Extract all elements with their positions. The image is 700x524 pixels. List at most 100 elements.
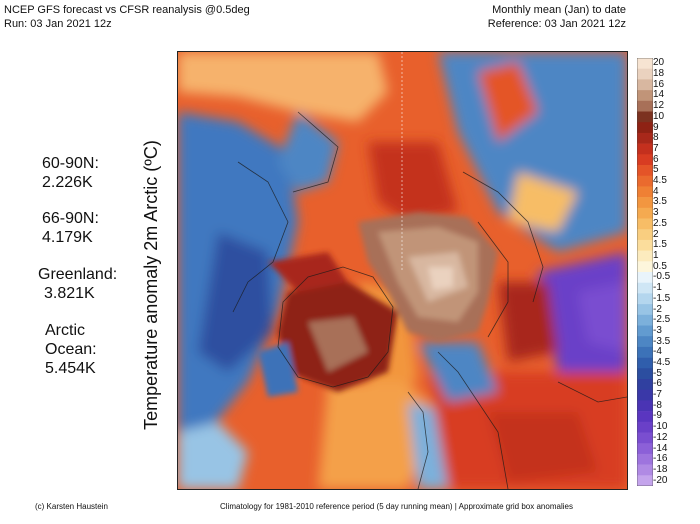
colorbar-swatch: [637, 111, 653, 123]
colorbar-tick-label: -9: [653, 410, 662, 422]
colorbar-swatch: [637, 421, 653, 433]
colorbar-swatch: [637, 411, 653, 423]
colorbar-swatch: [637, 100, 653, 112]
colorbar-tick-label: -2.5: [653, 314, 671, 326]
colorbar-tick-label: 2.5: [653, 217, 667, 229]
reference-label: Reference: 03 Jan 2021 12z: [487, 18, 626, 30]
colorbar-tick-label: 8: [653, 132, 659, 144]
colorbar-swatch: [637, 165, 653, 176]
colorbar-tick-label: -0.5: [653, 271, 671, 283]
colorbar-swatch: [637, 325, 653, 337]
colorbar-tick-label: -5: [653, 367, 662, 379]
colorbar-swatch: [637, 154, 653, 166]
colorbar-swatch: [637, 293, 653, 305]
colorbar-tick-label: -8: [653, 399, 662, 411]
colorbar-swatch: [637, 346, 653, 358]
colorbar-swatch: [637, 432, 653, 444]
colorbar-tick-label: 12: [653, 100, 665, 112]
colorbar-tick-label: -20: [653, 474, 668, 486]
colorbar-tick-label: -6: [653, 378, 662, 390]
colorbar-swatch: [637, 464, 653, 476]
footnote: Climatology for 1981-2010 reference peri…: [220, 502, 573, 511]
colorbar-tick-label: 0.5: [653, 260, 667, 272]
colorbar-swatch: [637, 336, 653, 348]
stat-value: 2.226K: [42, 174, 93, 191]
stat-value: 5.454K: [45, 360, 96, 377]
colorbar-tick-label: 1.5: [653, 239, 667, 251]
colorbar-tick-label: 7: [653, 142, 659, 154]
stat-arctic-ocean: Arctic Ocean: 5.454K: [45, 321, 97, 378]
colorbar-swatch: [637, 250, 653, 262]
stat-60-90n: 60-90N: 2.226K: [42, 154, 99, 192]
colorbar-tick-label: -1.5: [653, 292, 671, 304]
colorbar: [636, 57, 654, 487]
colorbar-swatch: [637, 357, 653, 369]
colorbar-tick-label: -4.5: [653, 356, 671, 368]
colorbar-swatch: [637, 122, 653, 134]
colorbar-swatch: [637, 132, 653, 144]
colorbar-tick-label: -10: [653, 421, 668, 433]
stat-label: Greenland:: [38, 266, 118, 283]
colorbar-tick-label: 4: [653, 185, 659, 197]
colorbar-swatch: [637, 368, 653, 380]
stat-label: Ocean:: [45, 341, 97, 358]
model-title: NCEP GFS forecast vs CFSR reanalysis @0.…: [4, 4, 250, 16]
colorbar-swatch: [637, 229, 653, 241]
colorbar-tick-label: -7: [653, 389, 662, 401]
colorbar-swatch: [637, 239, 653, 251]
colorbar-swatch: [637, 197, 653, 209]
stat-66-90n: 66-90N: 4.179K: [42, 209, 99, 247]
colorbar-swatch: [637, 218, 653, 230]
anomaly-map: [177, 51, 628, 490]
colorbar-tick-label: -12: [653, 431, 668, 443]
colorbar-tick-label: -3: [653, 324, 662, 336]
stat-label: Arctic: [45, 322, 85, 339]
colorbar-tick-label: 10: [653, 110, 665, 122]
colorbar-swatch: [637, 143, 653, 155]
colorbar-swatch: [637, 475, 653, 487]
colorbar-tick-label: 3.5: [653, 196, 667, 208]
run-time: Run: 03 Jan 2021 12z: [4, 18, 112, 30]
colorbar-swatch: [637, 90, 653, 102]
colorbar-swatch: [637, 443, 653, 455]
colorbar-tick-label: 16: [653, 78, 665, 90]
colorbar-tick-label: 3: [653, 207, 659, 219]
colorbar-tick-label: -16: [653, 453, 668, 465]
colorbar-swatch: [637, 314, 653, 326]
axis-title: Temperature anomaly 2m Arctic (ºC): [141, 140, 161, 430]
colorbar-tick-label: -18: [653, 463, 668, 475]
colorbar-swatches: [636, 57, 654, 487]
anomaly-map-graphic: [178, 52, 627, 489]
period-label: Monthly mean (Jan) to date: [492, 4, 626, 16]
colorbar-swatch: [637, 304, 653, 316]
colorbar-swatch: [637, 207, 653, 219]
colorbar-swatch: [637, 272, 653, 283]
colorbar-tick-label: 2: [653, 228, 659, 240]
colorbar-swatch: [637, 453, 653, 465]
stat-greenland: Greenland: 3.821K: [38, 265, 117, 303]
colorbar-tick-label: -2: [653, 303, 662, 315]
colorbar-tick-label: 5: [653, 164, 659, 176]
colorbar-tick-label: 20: [653, 57, 665, 69]
colorbar-tick-label: -1: [653, 282, 662, 294]
colorbar-tick-label: 14: [653, 89, 665, 101]
header-right: Monthly mean (Jan) to date Reference: 03…: [488, 3, 626, 31]
colorbar-tick-label: -4: [653, 346, 662, 358]
colorbar-tick-label: 18: [653, 68, 665, 79]
colorbar-swatch: [637, 79, 653, 91]
colorbar-swatch: [637, 261, 653, 273]
colorbar-swatch: [637, 400, 653, 412]
stat-value: 3.821K: [44, 285, 95, 302]
colorbar-tick-label: 9: [653, 121, 659, 133]
colorbar-tick-label: -14: [653, 442, 668, 454]
header-left: NCEP GFS forecast vs CFSR reanalysis @0.…: [4, 3, 250, 31]
colorbar-swatch: [637, 282, 653, 294]
colorbar-swatch: [637, 58, 653, 69]
colorbar-swatch: [637, 379, 653, 390]
colorbar-tick-label: 6: [653, 153, 659, 165]
colorbar-tick-label: 1: [653, 249, 659, 261]
colorbar-tick-label: 4.5: [653, 175, 667, 186]
colorbar-tick-label: -3.5: [653, 335, 671, 347]
colorbar-swatch: [637, 186, 653, 198]
colorbar-swatch: [637, 68, 653, 80]
